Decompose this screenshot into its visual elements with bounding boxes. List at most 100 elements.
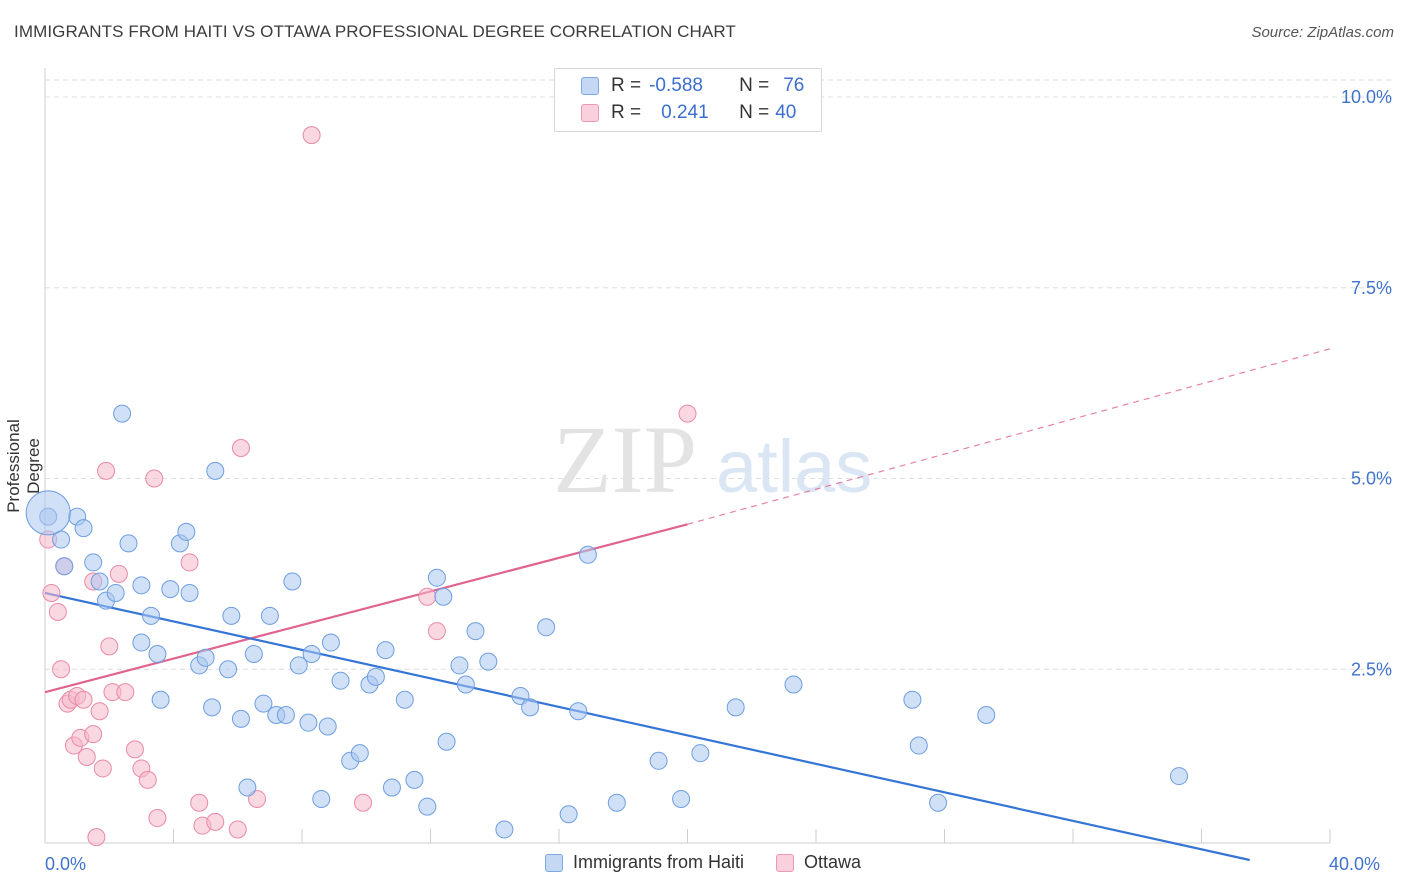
- ottawa-point: [93, 759, 112, 778]
- legend-n-value: 40: [775, 102, 797, 123]
- haiti-point: [283, 572, 302, 591]
- x-tick-label: 0.0%: [45, 854, 86, 874]
- haiti-point: [260, 606, 279, 625]
- haiti-point: [90, 572, 109, 591]
- haiti-point: [254, 694, 273, 713]
- haiti-point: [382, 778, 401, 797]
- haiti-point: [289, 656, 308, 675]
- haiti-point: [106, 583, 125, 602]
- haiti-point: [238, 778, 257, 797]
- haiti-point: [177, 522, 196, 541]
- haiti-point: [222, 606, 241, 625]
- legend-swatch-ottawa: [776, 853, 794, 872]
- legend-label-ottawa: Ottawa: [804, 852, 862, 872]
- haiti-point: [302, 644, 321, 663]
- haiti-point: [726, 698, 745, 717]
- ottawa-point: [48, 603, 67, 622]
- ottawa-point: [87, 828, 106, 847]
- legend-r-label: R =: [611, 102, 642, 123]
- ottawa-point: [109, 564, 128, 583]
- watermark-atlas: atlas: [716, 425, 872, 508]
- haiti-point: [55, 557, 74, 576]
- ottawa-points: [39, 126, 697, 847]
- watermark-zip: ZIP: [553, 406, 697, 513]
- legend-row-ottawa: R = 0.241 N = 40: [581, 101, 796, 125]
- ottawa-point: [52, 660, 71, 679]
- ottawa-trend-extension: [687, 348, 1331, 525]
- haiti-point: [180, 583, 199, 602]
- ottawa-point: [138, 770, 157, 789]
- legend-r-value: 0.241: [661, 102, 709, 123]
- legend-item-ottawa[interactable]: Ottawa: [776, 852, 861, 873]
- haiti-point: [569, 702, 588, 721]
- legend-swatch-ottawa: [581, 104, 599, 122]
- haiti-point: [437, 732, 456, 751]
- haiti-point: [418, 797, 437, 816]
- haiti-point: [321, 633, 340, 652]
- y-tick-label: 2.5%: [1351, 659, 1392, 679]
- haiti-point: [113, 404, 132, 423]
- watermark: ZIP atlas: [553, 406, 872, 513]
- haiti-point: [203, 698, 222, 717]
- haiti-point: [559, 805, 578, 824]
- ottawa-point: [228, 820, 247, 839]
- gridlines: [45, 79, 1392, 670]
- haiti-trend-line: [44, 591, 1250, 862]
- haiti-point: [376, 641, 395, 660]
- haiti-point: [299, 713, 318, 732]
- haiti-point: [537, 618, 556, 637]
- legend-r-value: -0.588: [649, 75, 703, 96]
- chart-title: IMMIGRANTS FROM HAITI VS OTTAWA PROFESSI…: [14, 22, 736, 41]
- haiti-point: [84, 553, 103, 572]
- haiti-point: [132, 576, 151, 595]
- ottawa-point: [125, 740, 144, 759]
- correlation-legend: R = -0.588 N = 76 R = 0.241 N = 40: [554, 68, 822, 132]
- ottawa-point: [231, 438, 250, 457]
- haiti-point: [219, 660, 238, 679]
- ottawa-point: [190, 793, 209, 812]
- haiti-point: [784, 675, 803, 694]
- haiti-point: [350, 744, 369, 763]
- haiti-point: [450, 656, 469, 675]
- haiti-point: [132, 633, 151, 652]
- ottawa-point: [84, 725, 103, 744]
- haiti-point: [196, 648, 215, 667]
- y-tick-label: 5.0%: [1351, 469, 1392, 489]
- ottawa-point: [427, 622, 446, 641]
- ottawa-point: [100, 637, 119, 656]
- haiti-point: [318, 717, 337, 736]
- ottawa-point: [180, 553, 199, 572]
- haiti-point: [231, 709, 250, 728]
- legend-item-haiti[interactable]: Immigrants from Haiti: [544, 852, 744, 873]
- ottawa-point: [97, 461, 116, 480]
- haiti-point: [672, 789, 691, 808]
- series-legend: Immigrants from Haiti Ottawa: [0, 852, 1406, 873]
- haiti-point: [366, 667, 385, 686]
- ottawa-point: [302, 126, 321, 145]
- legend-swatch-haiti: [581, 77, 599, 95]
- ottawa-point: [148, 809, 167, 828]
- haiti-point: [903, 690, 922, 709]
- tick-labels: 2.5% 5.0% 7.5% 10.0% 0.0% 40.0%: [45, 87, 1392, 874]
- legend-swatch-haiti: [544, 853, 563, 872]
- legend-n-value: 76: [783, 75, 805, 96]
- haiti-point: [276, 706, 295, 725]
- x-tick-label: 40.0%: [1329, 854, 1380, 874]
- haiti-point: [929, 793, 948, 812]
- haiti-point: [119, 534, 138, 553]
- haiti-point: [405, 770, 424, 789]
- y-tick-label: 10.0%: [1341, 87, 1392, 107]
- haiti-point: [395, 690, 414, 709]
- haiti-point: [607, 793, 626, 812]
- haiti-point: [495, 820, 514, 839]
- haiti-point: [74, 519, 93, 538]
- haiti-point: [977, 706, 996, 725]
- haiti-point: [312, 789, 331, 808]
- axes: [44, 68, 1331, 844]
- haiti-point: [151, 690, 170, 709]
- legend-n-label: N =: [739, 75, 770, 96]
- haiti-point: [909, 736, 928, 755]
- ottawa-point: [354, 793, 373, 812]
- ottawa-point: [116, 683, 135, 702]
